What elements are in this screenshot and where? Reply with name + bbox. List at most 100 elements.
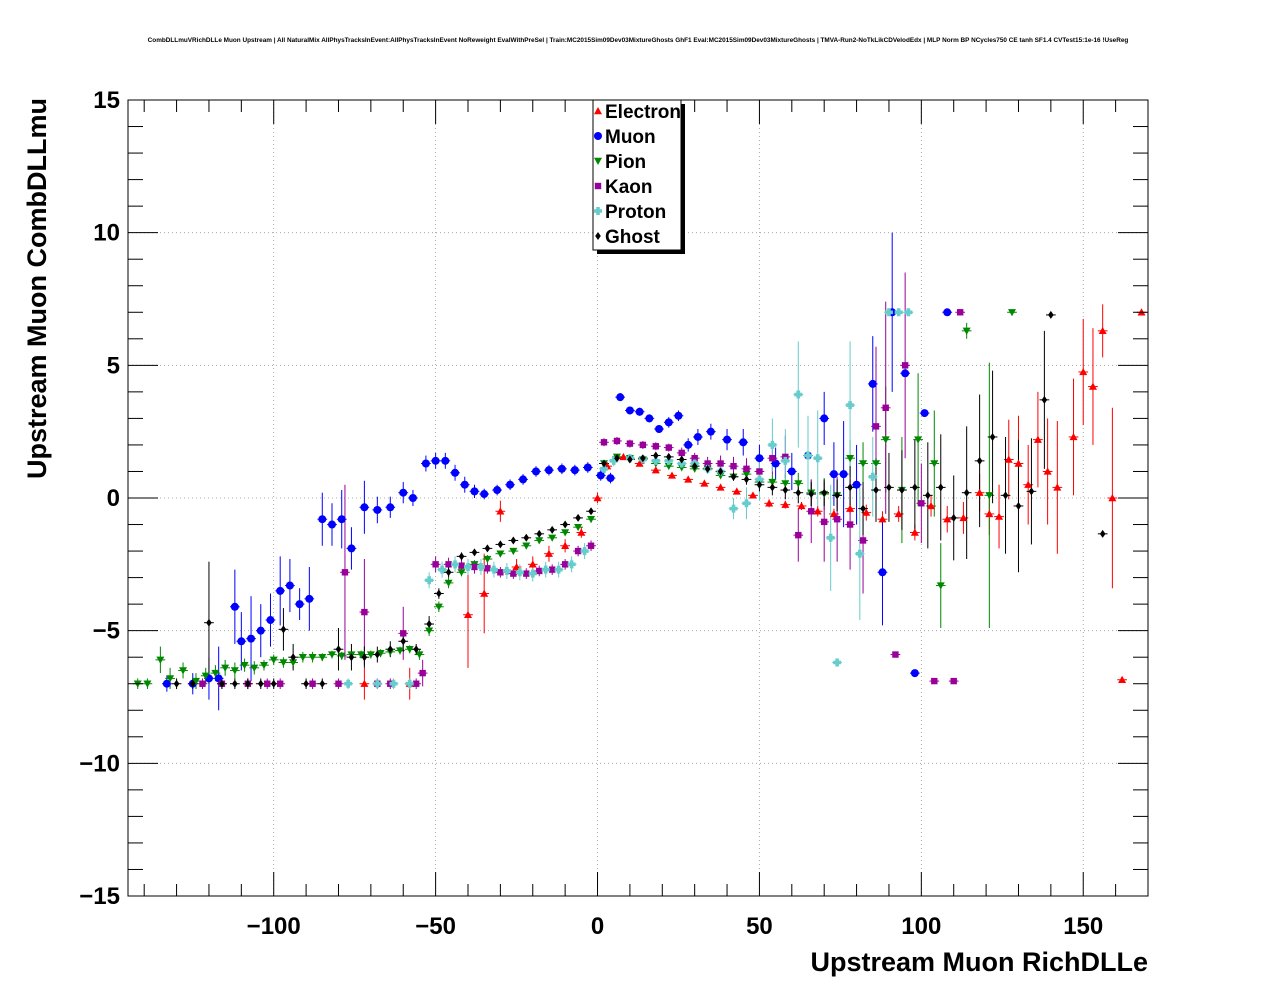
- x-tick-label: 50: [746, 913, 773, 940]
- electron-point: [684, 475, 693, 483]
- kaon-point: [264, 680, 271, 687]
- muon-point: [868, 379, 877, 388]
- muon-point: [910, 669, 919, 678]
- muon-point: [820, 414, 829, 423]
- kaon-point: [458, 562, 465, 569]
- y-tick-label: −5: [93, 618, 120, 645]
- pion-point: [574, 523, 583, 532]
- legend-box: [592, 99, 682, 251]
- muon-point: [421, 459, 430, 468]
- proton-point: [804, 451, 812, 460]
- pion-point: [794, 480, 803, 488]
- kaon-point: [730, 462, 737, 470]
- ghost-point: [937, 483, 944, 492]
- pion-point: [561, 529, 570, 537]
- ghost-point: [219, 679, 225, 688]
- kaon-point: [691, 455, 698, 462]
- ghost-point: [653, 451, 659, 460]
- pion-point: [930, 460, 939, 468]
- muon-point: [755, 454, 764, 463]
- proton-point: [904, 308, 913, 317]
- kaon-point: [639, 441, 647, 449]
- legend-label-electron: Electron: [605, 102, 681, 123]
- proton-point: [609, 456, 618, 465]
- ghost-point: [497, 540, 504, 549]
- muon-point: [596, 471, 605, 480]
- proton-point: [541, 565, 550, 574]
- muon-point: [674, 411, 683, 420]
- kaon-point: [833, 516, 841, 523]
- pion-point: [587, 516, 596, 524]
- kaon-point: [892, 651, 899, 658]
- muon-point: [723, 435, 732, 444]
- x-tick-label: 150: [1063, 913, 1103, 940]
- pion-point: [318, 654, 327, 662]
- ghost-point: [769, 483, 776, 492]
- proton-point: [451, 560, 460, 569]
- pion-point: [269, 656, 278, 664]
- pion-point: [881, 436, 890, 444]
- pion-point: [289, 659, 298, 667]
- kaon-point: [548, 566, 556, 573]
- pion-point: [192, 677, 200, 686]
- kaon-point: [523, 570, 530, 577]
- ghost-point: [335, 645, 342, 654]
- kaon-point: [704, 460, 711, 467]
- ghost-point: [925, 491, 931, 500]
- kaon-point: [795, 531, 802, 539]
- kaon-point: [872, 423, 880, 430]
- kaon-point: [717, 460, 724, 467]
- muon-point: [943, 308, 952, 317]
- muon-point: [247, 634, 256, 643]
- electron-point: [480, 589, 489, 597]
- ghost-point: [189, 679, 196, 688]
- kaon-point: [587, 542, 595, 549]
- muon-point: [431, 456, 440, 465]
- legend-label-muon: Muon: [605, 127, 656, 148]
- ghost-point: [730, 472, 737, 481]
- muon-point: [570, 466, 579, 475]
- legend-marker-pion: [594, 157, 602, 165]
- kaon-point: [276, 680, 284, 687]
- muon-point: [276, 586, 285, 595]
- pion-point: [230, 667, 239, 675]
- ghost-point: [206, 618, 212, 627]
- proton-point: [438, 565, 447, 574]
- axis-ticks: [128, 99, 1149, 897]
- pion-point: [405, 646, 414, 654]
- ghost-point: [834, 491, 840, 500]
- ghost-point: [510, 536, 517, 545]
- muon-point: [480, 490, 489, 499]
- ghost-point: [1099, 529, 1106, 538]
- proton-point: [489, 565, 498, 574]
- muon-point: [839, 470, 848, 479]
- ghost-point: [717, 467, 724, 476]
- ghost-point: [691, 462, 698, 471]
- y-tick-label: 10: [93, 220, 120, 247]
- kaon-point: [859, 537, 867, 544]
- ghost-point: [1048, 310, 1054, 319]
- legend-label-ghost: Ghost: [605, 227, 661, 248]
- proton-point: [502, 566, 511, 575]
- ghost-point: [374, 650, 381, 659]
- muon-point: [305, 594, 314, 603]
- electron-point: [1108, 494, 1117, 502]
- pion-point: [677, 464, 686, 472]
- muon-point: [787, 467, 796, 476]
- ghost-point: [860, 504, 866, 513]
- muon-point: [451, 468, 460, 477]
- proton-point: [405, 679, 414, 688]
- proton-point: [846, 401, 855, 410]
- ghost-point: [912, 483, 918, 492]
- pion-point: [535, 537, 544, 545]
- electron-point: [1079, 367, 1088, 376]
- proton-point: [567, 560, 576, 569]
- muon-point: [347, 544, 356, 553]
- y-tick-label: −10: [79, 750, 120, 777]
- ghost-point: [562, 520, 568, 529]
- muon-point: [706, 427, 715, 436]
- electron-point: [878, 515, 887, 523]
- ghost-point: [886, 483, 892, 492]
- ghost-point: [627, 455, 633, 464]
